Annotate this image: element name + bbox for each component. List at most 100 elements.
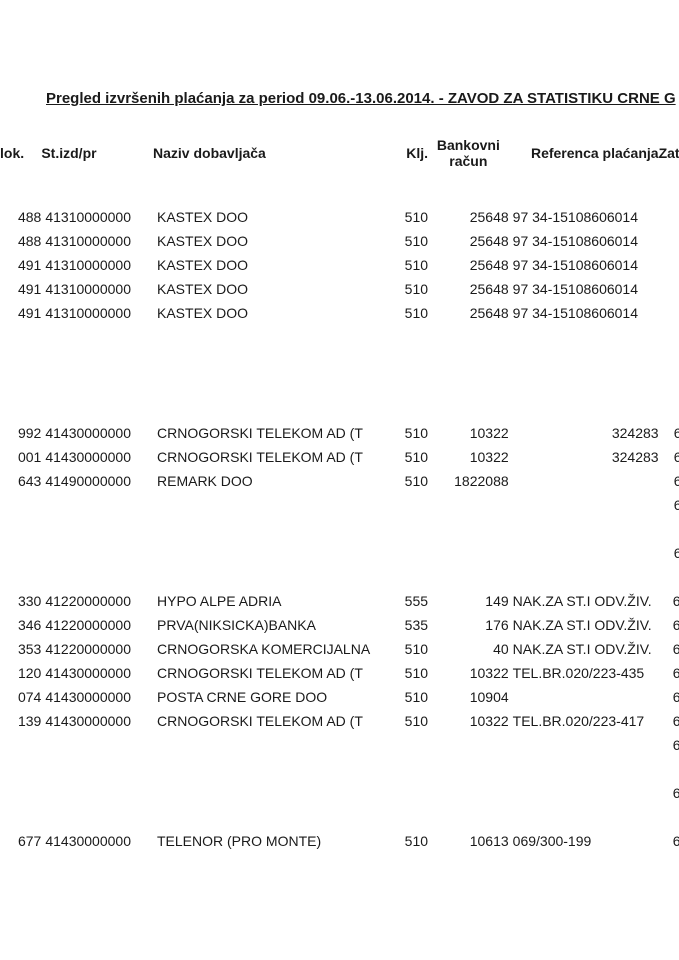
cell-klj [378,733,428,757]
cell-st: 41310000000 [41,229,153,253]
cell-naziv: REMARK DOO [153,469,378,493]
table-row: 6/12 [0,781,679,805]
cell-lok: 074 [0,685,41,709]
cell-klj: 510 [378,229,428,253]
cell-klj: 510 [378,469,428,493]
table-header-row: lok. St.izd/pr Naziv dobavljača Klj. Ban… [0,137,679,181]
table-row: 6/11 [0,541,679,565]
cell-st [41,733,153,757]
cell-bank: 10322 [428,661,509,685]
cell-ref [509,685,659,709]
cell-ref: 324283 [509,445,659,469]
cell-lok [0,733,41,757]
col-klj: Klj. [378,137,428,181]
table-row: 35341220000000CRNOGORSKA KOMERCIJALNA510… [0,637,679,661]
cell-lok: 677 [0,829,41,853]
cell-ref [509,373,659,397]
cell-klj [378,781,428,805]
cell-ref: 97 34-15108606014 [509,277,659,301]
table-row: 64341490000000REMARK DOO51018220886/11 [0,469,679,493]
cell-klj [378,541,428,565]
cell-zatv: 6/9 [659,277,679,301]
cell-naziv [153,541,378,565]
cell-ref: TEL.BR.020/223-435 [509,661,659,685]
cell-klj [378,493,428,517]
col-lok: lok. [0,137,41,181]
cell-zatv: 6/12 [659,709,679,733]
cell-ref [509,541,659,565]
cell-bank [428,493,509,517]
col-ref: Referenca plaćanja [509,137,659,181]
table-row [0,349,679,373]
col-bank: Bankovni račun [428,137,509,181]
cell-ref: NAK.ZA ST.I ODV.ŽIV. [509,637,659,661]
cell-lok: 001 [0,445,41,469]
cell-naziv: CRNOGORSKI TELEKOM AD (T [153,421,378,445]
cell-ref: 069/300-199 [509,829,659,853]
col-naziv: Naziv dobavljača [153,137,378,181]
cell-klj [378,373,428,397]
table-row: 6/12 [0,733,679,757]
cell-st: 41430000000 [41,421,153,445]
cell-zatv: 6/12 [659,589,679,613]
cell-naziv: KASTEX DOO [153,277,378,301]
cell-st [41,541,153,565]
cell-bank [428,781,509,805]
table-row: 49141310000000KASTEX DOO5102564897 34-15… [0,301,679,325]
cell-naziv: CRNOGORSKI TELEKOM AD (T [153,709,378,733]
cell-bank: 1822088 [428,469,509,493]
cell-klj: 510 [378,445,428,469]
cell-st: 41430000000 [41,709,153,733]
cell-zatv: 6/12 [659,685,679,709]
table-row: 33041220000000HYPO ALPE ADRIA555149NAK.Z… [0,589,679,613]
table-row [0,517,679,541]
cell-naziv: HYPO ALPE ADRIA [153,589,378,613]
table-row: 07441430000000POSTA CRNE GORE DOO5101090… [0,685,679,709]
cell-bank: 10322 [428,421,509,445]
cell-bank: 25648 [428,277,509,301]
cell-naziv [153,781,378,805]
cell-ref [509,781,659,805]
cell-klj: 510 [378,421,428,445]
table-row: 6/11 [0,493,679,517]
cell-bank [428,541,509,565]
table-row [0,397,679,421]
cell-ref [509,493,659,517]
cell-klj: 510 [378,277,428,301]
cell-klj: 510 [378,829,428,853]
cell-klj [378,325,428,349]
cell-st: 41310000000 [41,253,153,277]
cell-klj: 510 [378,661,428,685]
cell-lok: 491 [0,301,41,325]
cell-lok: 353 [0,637,41,661]
cell-klj: 510 [378,709,428,733]
cell-st: 41310000000 [41,301,153,325]
cell-lok: 139 [0,709,41,733]
cell-bank: 25648 [428,205,509,229]
cell-ref: 324283 [509,421,659,445]
cell-bank: 176 [428,613,509,637]
cell-klj: 510 [378,205,428,229]
cell-zatv: 6/11 [659,445,679,469]
cell-st: 41310000000 [41,277,153,301]
cell-ref: 97 34-15108606014 [509,229,659,253]
cell-ref: 97 34-15108606014 [509,301,659,325]
cell-st: 41430000000 [41,685,153,709]
table-row [0,757,679,781]
cell-zatv: 6/11 [659,421,679,445]
cell-zatv: 6/9 [659,373,679,397]
cell-naziv: CRNOGORSKI TELEKOM AD (T [153,445,378,469]
cell-lok [0,493,41,517]
cell-lok: 491 [0,277,41,301]
cell-bank: 25648 [428,253,509,277]
cell-ref [509,469,659,493]
cell-lok [0,325,41,349]
cell-zatv: 6/11 [659,541,679,565]
table-row: 48841310000000KASTEX DOO5102564897 34-15… [0,229,679,253]
cell-naziv: POSTA CRNE GORE DOO [153,685,378,709]
cell-lok: 992 [0,421,41,445]
cell-klj: 535 [378,613,428,637]
cell-naziv [153,325,378,349]
cell-naziv: KASTEX DOO [153,205,378,229]
cell-naziv: TELENOR (PRO MONTE) [153,829,378,853]
